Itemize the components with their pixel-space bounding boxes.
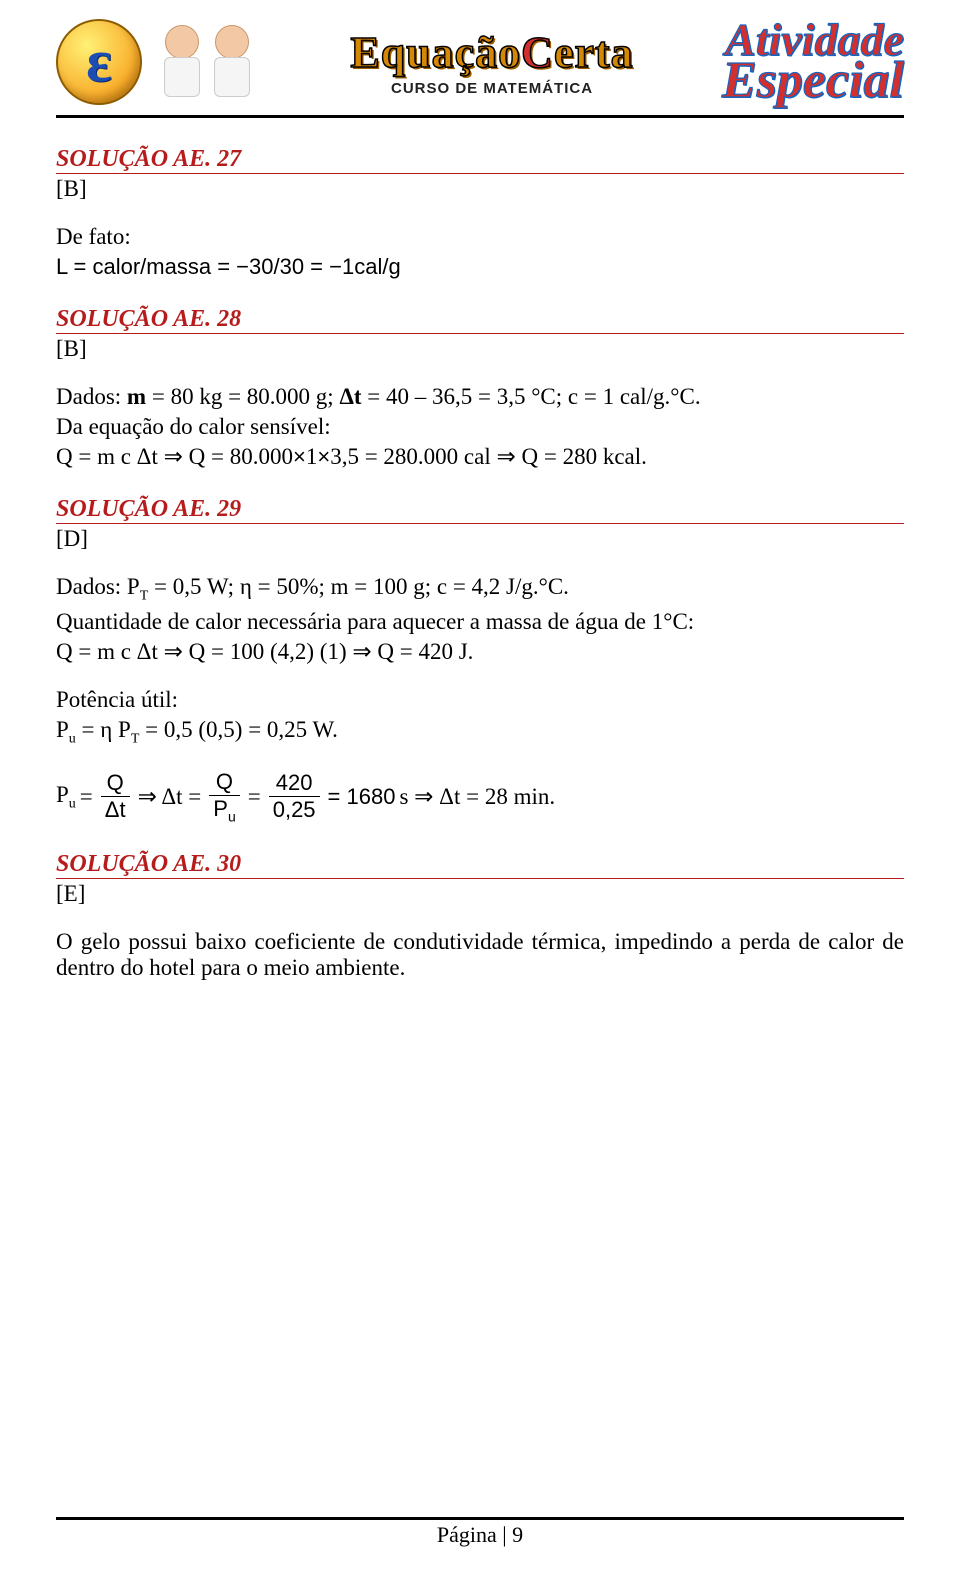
- solution-28-answer: [B]: [56, 336, 904, 362]
- spacer: [56, 669, 904, 687]
- eq-eq1: =: [80, 784, 93, 810]
- center-logo: EquaçãoCerta CURSO DE MATEMÁTICA: [272, 27, 712, 97]
- content-area: SOLUÇÃO AE. 27 [B] De fato: L = calor/ma…: [56, 118, 904, 981]
- solution-27-line0: De fato:: [56, 224, 904, 250]
- eq-mid: =: [248, 784, 261, 810]
- mascot-right-icon: [209, 23, 255, 101]
- solution-27-line1: L = calor/massa = −30/30 = −1cal/g: [56, 254, 904, 280]
- solution-27: SOLUÇÃO AE. 27 [B] De fato: L = calor/ma…: [56, 146, 904, 280]
- solution-28-line2: Q = m c Δt ⇒ Q = 80.000×1×3,5 = 280.000 …: [56, 444, 904, 470]
- solution-30-title: SOLUÇÃO AE. 30: [56, 851, 904, 879]
- solution-29-title: SOLUÇÃO AE. 29: [56, 496, 904, 524]
- mascot-cartoons: [152, 23, 262, 101]
- activity-label: Atividade Especial: [722, 20, 904, 103]
- page-header: ε EquaçãoCerta CURSO DE MATEMÁTICA Ativi…: [56, 14, 904, 118]
- logo-wordmark: EquaçãoCerta: [350, 27, 633, 78]
- eq-lhs: Pu: [56, 782, 76, 813]
- solution-29-answer: [D]: [56, 526, 904, 552]
- solution-29-line0: Dados: PT = 0,5 W; η = 50%; m = 100 g; c…: [56, 574, 904, 605]
- eq-res-tail: s ⇒ Δt = 28 min.: [399, 784, 555, 810]
- solution-30-answer: [E]: [56, 881, 904, 907]
- eq-frac2: Q Pu: [209, 769, 239, 824]
- epsilon-badge-icon: ε: [56, 19, 142, 105]
- logo-word2-c: C: [521, 28, 554, 77]
- solution-28-title: SOLUÇÃO AE. 28: [56, 306, 904, 334]
- mascot-left-icon: [159, 23, 205, 101]
- logo-word1: Equação: [350, 28, 521, 77]
- activity-line2: Especial: [722, 59, 904, 103]
- epsilon-glyph: ε: [86, 27, 112, 96]
- solution-28-line1: Da equação do calor sensível:: [56, 414, 904, 440]
- solution-29-line2: Q = m c Δt ⇒ Q = 100 (4,2) (1) ⇒ Q = 420…: [56, 639, 904, 665]
- spacer: [56, 751, 904, 769]
- solution-27-answer: [B]: [56, 176, 904, 202]
- page-footer: Página | 9: [56, 1517, 904, 1548]
- solution-28-line0: Dados: m = 80 kg = 80.000 g; Δt = 40 – 3…: [56, 384, 904, 410]
- solution-27-title: SOLUÇÃO AE. 27: [56, 146, 904, 174]
- logo-subtitle: CURSO DE MATEMÁTICA: [391, 80, 593, 97]
- solution-29-equation: Pu = Q Δt ⇒ Δt = Q Pu = 420 0,25 = 1: [56, 769, 904, 824]
- logo-word2-rest: erta: [554, 28, 634, 77]
- eq-res-num: = 1680: [328, 784, 396, 810]
- solution-29: SOLUÇÃO AE. 29 [D] Dados: PT = 0,5 W; η …: [56, 496, 904, 825]
- solution-30: SOLUÇÃO AE. 30 [E] O gelo possui baixo c…: [56, 851, 904, 981]
- solution-28: SOLUÇÃO AE. 28 [B] Dados: m = 80 kg = 80…: [56, 306, 904, 470]
- solution-30-body: O gelo possui baixo coeficiente de condu…: [56, 929, 904, 981]
- solution-29-line1: Quantidade de calor necessária para aque…: [56, 609, 904, 635]
- solution-29-line5: Pu = η PT = 0,5 (0,5) = 0,25 W.: [56, 717, 904, 748]
- eq-arrow1: ⇒ Δt =: [138, 784, 202, 810]
- eq-frac1: Q Δt: [101, 770, 130, 823]
- page-number: Página | 9: [437, 1522, 523, 1547]
- eq-frac3: 420 0,25: [269, 770, 320, 823]
- solution-29-line4: Potência útil:: [56, 687, 904, 713]
